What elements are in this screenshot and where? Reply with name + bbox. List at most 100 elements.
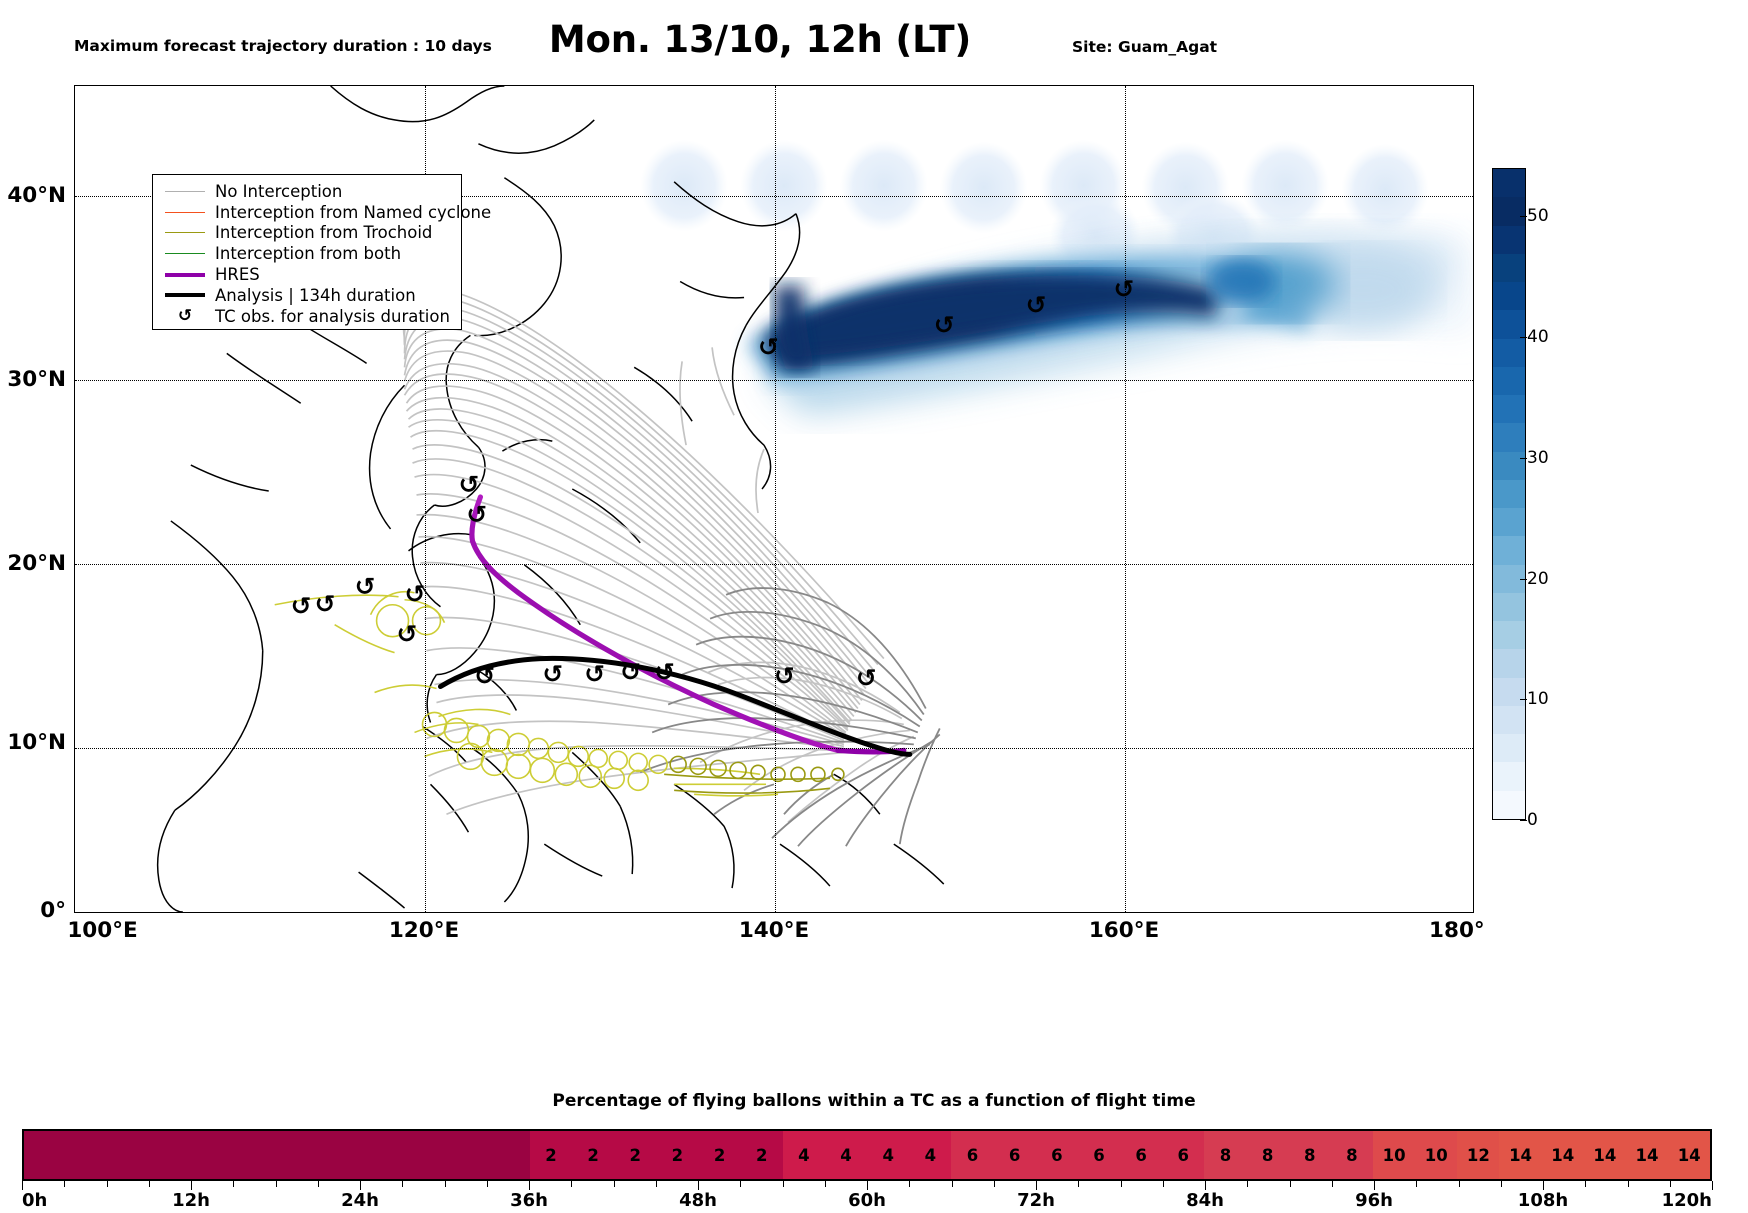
balloon-bar-cell[interactable]: 2 — [698, 1131, 741, 1179]
balloon-bar-cell[interactable]: 2 — [656, 1131, 699, 1179]
colorbar-cell — [1493, 508, 1525, 537]
svg-text:↺: ↺ — [458, 470, 479, 499]
balloon-bar-cell[interactable]: 6 — [1035, 1131, 1078, 1179]
balloon-axis-minor-tick — [402, 1181, 404, 1187]
balloon-axis-tick — [22, 1181, 23, 1190]
balloon-bar-cell[interactable] — [487, 1131, 530, 1179]
balloon-bar-cell[interactable] — [108, 1131, 151, 1179]
colorbar-cell — [1493, 479, 1525, 508]
balloon-bar-title: Percentage of flying ballons within a TC… — [552, 1091, 1196, 1111]
balloon-bar-cell[interactable]: 8 — [1288, 1131, 1331, 1179]
balloon-bar-cell[interactable]: 6 — [1162, 1131, 1205, 1179]
balloon-bar-cell[interactable]: 2 — [572, 1131, 615, 1179]
balloon-axis-tick — [1374, 1181, 1375, 1190]
svg-text:↺: ↺ — [291, 592, 312, 621]
gridline-lat-10 — [75, 748, 1473, 750]
balloon-bar-cell[interactable] — [403, 1131, 446, 1179]
balloon-axis-minor-tick — [1162, 1181, 1164, 1187]
colorbar-cell — [1493, 592, 1525, 621]
balloon-bar-cell[interactable]: 8 — [1330, 1131, 1373, 1179]
balloon-bar-cell[interactable]: 2 — [614, 1131, 657, 1179]
balloon-axis-minor-tick — [909, 1181, 911, 1187]
balloon-bar-cell[interactable]: 12 — [1457, 1131, 1500, 1179]
gridline-lat-40 — [75, 196, 1473, 198]
balloon-axis-minor-tick — [824, 1181, 826, 1187]
legend-label: Analysis | 134h duration — [215, 285, 416, 305]
site-line: Site: Guam_Agat — [1072, 38, 1218, 57]
colorbar-cell — [1493, 197, 1525, 226]
balloon-bar-cell[interactable]: 6 — [993, 1131, 1036, 1179]
svg-text:↺: ↺ — [1114, 274, 1135, 303]
svg-text:↺: ↺ — [405, 580, 426, 609]
balloon-bar-cell[interactable] — [192, 1131, 235, 1179]
balloon-axis-tick — [698, 1181, 699, 1190]
cyclone-icon: ↺ — [177, 305, 193, 326]
colorbar-cell — [1493, 790, 1525, 819]
balloon-bar-cell[interactable]: 10 — [1415, 1131, 1458, 1179]
balloon-bar-cell[interactable]: 4 — [909, 1131, 952, 1179]
balloon-bar-cell[interactable] — [150, 1131, 193, 1179]
balloon-bar-cell[interactable] — [361, 1131, 404, 1179]
balloon-bar-cell[interactable] — [319, 1131, 362, 1179]
trajectory-analysis — [437, 655, 913, 757]
balloon-bar-cell[interactable]: 8 — [1204, 1131, 1247, 1179]
balloon-bar-cell[interactable]: 4 — [782, 1131, 825, 1179]
legend-label: HRES — [215, 265, 260, 285]
gridline-lon-140 — [775, 86, 776, 912]
colorbar-cell — [1493, 310, 1525, 339]
xtick-label-100E: 100°E — [67, 918, 138, 943]
svg-text:↺: ↺ — [934, 310, 955, 339]
balloon-bar-cell[interactable]: 8 — [1246, 1131, 1289, 1179]
balloon-axis-tick-label: 48h — [679, 1190, 717, 1211]
tc-observation-markers: ↺ ↺ ↺ ↺ ↺ ↺ ↺ ↺ ↺ ↺ ↺ ↺ ↺ ↺ ↺ ↺ ↺ ↺ — [291, 274, 1135, 692]
gridline-lat-20 — [75, 564, 1473, 566]
ytick-label-0: 0° — [40, 898, 66, 923]
max-duration-line: Maximum forecast trajectory duration : 1… — [74, 37, 492, 56]
balloon-bar-cell[interactable]: 14 — [1583, 1131, 1626, 1179]
balloon-bar-cell[interactable] — [276, 1131, 320, 1179]
balloon-bar-cell[interactable]: 4 — [824, 1131, 868, 1179]
legend-item-named-cyclone: Interception from Named cyclone — [161, 202, 491, 223]
balloon-bar-cell[interactable]: 2 — [740, 1131, 783, 1179]
balloon-axis-minor-tick — [1289, 1181, 1291, 1187]
balloon-axis-tick — [529, 1181, 530, 1190]
balloon-axis-minor-tick — [655, 1181, 657, 1187]
balloon-axis-minor-tick — [1669, 1181, 1671, 1187]
svg-text:↺: ↺ — [856, 664, 877, 693]
svg-text:↺: ↺ — [654, 658, 675, 687]
balloon-percentage-bar[interactable]: 2 2 2 2 2 2 4 4 4 4 6 6 6 6 6 6 8 8 8 8 10 10 12 14 14 14 14 14 — [22, 1129, 1712, 1181]
balloon-bar-cell[interactable]: 10 — [1373, 1131, 1416, 1179]
balloon-bar-cell[interactable] — [66, 1131, 109, 1179]
balloon-bar-cell[interactable]: 6 — [951, 1131, 994, 1179]
legend-item-analysis: Analysis | 134h duration — [161, 285, 453, 306]
gridline-lon-120 — [425, 86, 426, 912]
balloon-bar-cell[interactable]: 4 — [867, 1131, 910, 1179]
balloon-bar-cell[interactable] — [234, 1131, 277, 1179]
balloon-bar-cell[interactable] — [24, 1131, 67, 1179]
forecast-map[interactable]: ↺ ↺ ↺ ↺ ↺ ↺ ↺ ↺ ↺ ↺ ↺ ↺ ↺ ↺ ↺ ↺ ↺ ↺ N — [74, 85, 1474, 913]
balloon-axis-minor-tick — [613, 1181, 615, 1187]
balloon-axis-tick-label: 12h — [172, 1190, 210, 1211]
balloon-bar-cell[interactable]: 6 — [1120, 1131, 1163, 1179]
svg-text:↺: ↺ — [584, 660, 605, 689]
legend-line-swatch — [165, 293, 205, 298]
balloon-bar-cell[interactable]: 14 — [1541, 1131, 1584, 1179]
colorbar[interactable] — [1492, 168, 1526, 820]
balloon-bar-cell[interactable]: 2 — [529, 1131, 573, 1179]
balloon-axis-minor-tick — [782, 1181, 784, 1187]
colorbar-cell — [1493, 734, 1525, 763]
balloon-axis-tick — [191, 1181, 192, 1190]
balloon-axis-tick-label: 0h — [22, 1190, 48, 1211]
svg-text:↺: ↺ — [542, 660, 563, 689]
map-legend[interactable]: No Interception Interception from Named … — [152, 174, 491, 330]
balloon-bar-cell[interactable] — [445, 1131, 488, 1179]
balloon-axis-minor-tick — [1120, 1181, 1122, 1187]
balloon-bar-cell[interactable]: 14 — [1625, 1131, 1669, 1179]
balloon-time-axis: 0h 12h 24h 36h 48h 60h 72h 84h 96h 108h 120h — [22, 1181, 1713, 1213]
balloon-bar-cell[interactable]: 14 — [1668, 1131, 1711, 1179]
balloon-bar-cell[interactable]: 6 — [1077, 1131, 1121, 1179]
colorbar-tick-label: 30 — [1520, 448, 1587, 468]
legend-line-swatch — [165, 211, 205, 213]
colorbar-tick-label: 40 — [1520, 327, 1587, 347]
balloon-bar-cell[interactable]: 14 — [1499, 1131, 1542, 1179]
